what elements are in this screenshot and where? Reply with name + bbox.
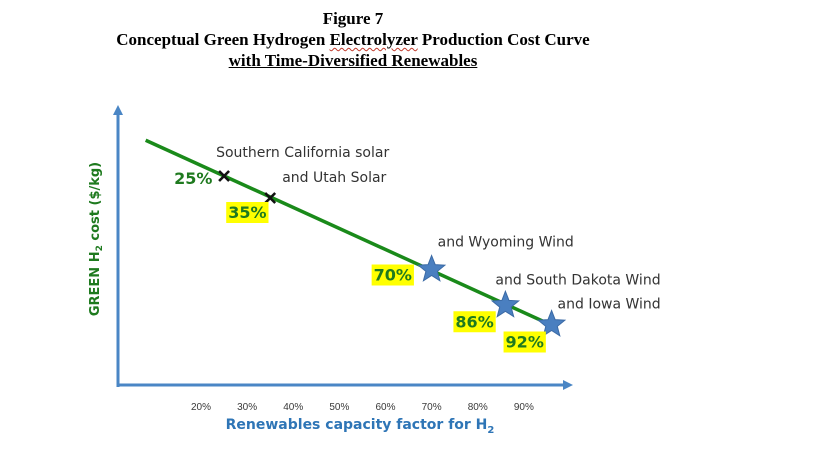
x-tick-label: 80% (468, 402, 488, 413)
y-axis-label-subscript: 2 (95, 245, 105, 251)
percent-highlight (371, 264, 414, 286)
percent-label: 92% (506, 333, 544, 352)
point-annotation: and Utah Solar (282, 170, 386, 186)
x-tick-label: 30% (237, 402, 257, 413)
figure-title-flagged-word: Electrolyzer (329, 30, 418, 49)
data-point: and Utah Solar 35% (226, 170, 387, 223)
percent-highlight (226, 202, 269, 223)
x-tick-label: 70% (422, 402, 442, 413)
star-marker (490, 289, 521, 318)
x-tick-labels: 20% 30% 40% 50% 60% 70% 80% 90% (191, 402, 534, 413)
percent-highlight (453, 311, 496, 333)
cost-trend-line (144, 138, 557, 329)
figure-subtitle: with Time-Diversified Renewables (228, 51, 478, 70)
figure-title-start: Conceptual Green Hydrogen (116, 30, 330, 49)
x-marker (218, 170, 231, 182)
x-axis-label: Renewables capacity factor for H2 (226, 417, 495, 436)
figure-title: Conceptual Green Hydrogen Electrolyzer P… (0, 29, 816, 50)
y-axis-label: GREEN H2 cost ($/kg) (88, 162, 105, 316)
figure-title-block: Figure 7 Conceptual Green Hydrogen Elect… (0, 8, 816, 71)
percent-label: 86% (455, 312, 493, 331)
x-tick-label: 60% (376, 402, 396, 413)
point-annotation: and Iowa Wind (558, 297, 661, 313)
data-point: and Wyoming Wind 70% (371, 235, 574, 286)
x-axis-label-subscript: 2 (487, 425, 494, 436)
star-marker (416, 254, 447, 282)
point-annotation: Southern California solar (216, 145, 389, 161)
star-marker (536, 309, 567, 337)
figure-title-end: Production Cost Curve (417, 30, 590, 49)
x-marker (264, 192, 277, 204)
data-point: and Iowa Wind 92% (503, 297, 661, 353)
x-tick-label: 40% (283, 402, 303, 413)
figure-label: Figure 7 (322, 9, 384, 28)
point-annotation: and South Dakota Wind (495, 272, 660, 288)
x-tick-label: 50% (329, 402, 349, 413)
percent-label: 35% (228, 203, 266, 222)
percent-highlight (503, 331, 546, 353)
percent-label: 70% (374, 266, 412, 285)
percent-label: 25% (174, 169, 212, 188)
point-annotation: and Wyoming Wind (438, 235, 574, 251)
data-point: and South Dakota Wind 86% (453, 272, 661, 333)
x-tick-label: 90% (514, 402, 534, 413)
x-tick-label: 20% (191, 402, 211, 413)
